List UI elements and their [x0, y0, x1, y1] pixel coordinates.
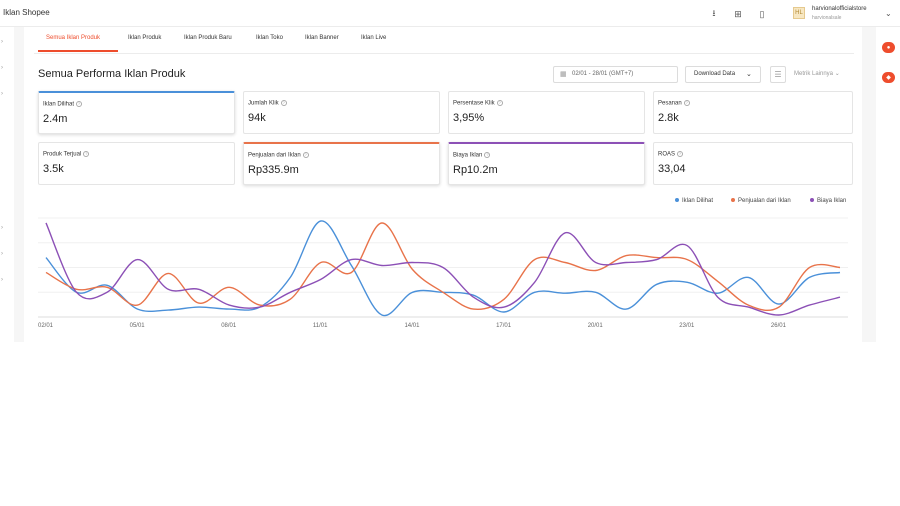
collapse-chevron-icon[interactable]: › — [1, 251, 3, 257]
metric-card-produk-terjual[interactable]: Produk Terjual? 3.5k — [38, 142, 235, 185]
shop-username: harvionalsale — [812, 15, 842, 21]
metric-value: Rp10.2m — [453, 164, 498, 176]
top-bar: Iklan Shopee ⭳ ⊞ ▯ HL harvionalofficials… — [0, 0, 900, 27]
metric-card-persentase-klik[interactable]: Persentase Klik? 3,95% — [448, 91, 645, 134]
tab-bar: Semua Iklan Produk Iklan Produk Iklan Pr… — [34, 27, 854, 54]
app-title: Iklan Shopee — [3, 8, 50, 17]
metric-card-iklan-dilihat[interactable]: Iklan Dilihat? 2.4m — [38, 91, 235, 134]
right-rail: ● ◆ — [876, 27, 900, 342]
chevron-down-icon: ⌄ — [746, 71, 752, 78]
x-tick-label: 11/01 — [313, 323, 328, 329]
collapse-chevron-icon[interactable]: › — [1, 39, 3, 45]
metric-label: ROAS? — [658, 151, 684, 158]
x-tick-label: 02/01 — [38, 323, 54, 329]
message-icon[interactable]: ◆ — [882, 72, 895, 83]
x-tick-label: 08/01 — [221, 323, 237, 329]
metric-value: 2.8k — [658, 112, 679, 124]
calendar-icon: ▦ — [560, 71, 567, 78]
x-tick-label: 17/01 — [496, 323, 512, 329]
metric-label: Iklan Dilihat? — [43, 101, 83, 108]
legend-item-penjualan-dari-iklan[interactable]: Penjualan dari Iklan — [731, 198, 791, 204]
metric-value: 3.5k — [43, 163, 64, 175]
legend-item-iklan-dilihat[interactable]: Iklan Dilihat — [675, 198, 713, 204]
legend-dot — [731, 198, 735, 203]
help-icon: ? — [677, 151, 684, 157]
metric-label: Produk Terjual? — [43, 151, 90, 158]
x-tick-label: 05/01 — [130, 323, 146, 329]
collapse-chevron-icon[interactable]: › — [1, 65, 3, 71]
tab-iklan-live[interactable]: Iklan Live — [361, 35, 387, 41]
download-data-button[interactable]: Download Data ⌄ — [685, 66, 761, 83]
tab-iklan-toko[interactable]: Iklan Toko — [256, 35, 283, 41]
metric-label: Penjualan dari Iklan? — [248, 152, 309, 159]
metric-card-jumlah-klik[interactable]: Jumlah Klik? 94k — [243, 91, 440, 134]
tab-iklan-produk[interactable]: Iklan Produk — [128, 35, 162, 41]
active-tab-indicator — [38, 50, 118, 52]
x-tick-label: 20/01 — [588, 323, 604, 329]
help-icon: ? — [280, 100, 287, 106]
tab-iklan-produk-baru[interactable]: Iklan Produk Baru — [184, 35, 232, 41]
collapse-chevron-icon[interactable]: › — [1, 277, 3, 283]
more-metrics-dropdown[interactable]: Metrik Lainnya ⌄ — [794, 71, 840, 77]
metric-card-penjualan-dari-iklan[interactable]: Penjualan dari Iklan? Rp335.9m — [243, 142, 440, 185]
collapse-chevron-icon[interactable]: › — [1, 91, 3, 97]
date-range-text: 02/01 - 28/01 (GMT+7) — [572, 71, 634, 77]
shop-logo[interactable]: HL — [793, 7, 805, 19]
chat-icon[interactable]: ● — [882, 42, 895, 53]
metric-value: Rp335.9m — [248, 164, 299, 176]
x-tick-label: 14/01 — [404, 323, 420, 329]
legend-dot — [810, 198, 814, 203]
tab-semua-iklan-produk[interactable]: Semua Iklan Produk — [46, 35, 101, 41]
chevron-down-icon[interactable]: ⌄ — [885, 9, 892, 18]
metric-label: Persentase Klik? — [453, 100, 503, 107]
legend-item-biaya-iklan[interactable]: Biaya Iklan — [810, 198, 846, 204]
help-icon: ? — [496, 100, 503, 106]
date-range-picker[interactable]: ▦ 02/01 - 28/01 (GMT+7) — [553, 66, 678, 83]
help-icon: ? — [484, 152, 491, 158]
x-tick-label: 23/01 — [679, 323, 695, 329]
collapse-chevron-icon[interactable]: › — [1, 225, 3, 231]
metric-label: Pesanan? — [658, 100, 690, 107]
metric-card-biaya-iklan[interactable]: Biaya Iklan? Rp10.2m — [448, 142, 645, 185]
series-line-biaya-iklan — [45, 222, 841, 316]
download-data-label: Download Data — [694, 71, 736, 77]
x-tick-label: 26/01 — [771, 323, 787, 329]
tab-iklan-banner[interactable]: Iklan Banner — [305, 35, 339, 41]
left-rail: › › › › › › — [0, 27, 14, 342]
grid-icon[interactable]: ⊞ — [734, 8, 742, 19]
book-icon[interactable]: ▯ — [759, 8, 765, 19]
metric-label: Jumlah Klik? — [248, 100, 287, 107]
legend-dot — [675, 198, 679, 203]
metric-value: 2.4m — [43, 113, 68, 125]
more-metrics-label: Metrik Lainnya — [794, 71, 834, 77]
page-title: Semua Performa Iklan Produk — [38, 68, 186, 80]
metric-value: 94k — [248, 112, 266, 124]
help-icon: ? — [76, 101, 83, 107]
metric-value: 3,95% — [453, 112, 485, 124]
help-icon: ? — [683, 100, 690, 106]
help-icon: ? — [83, 151, 90, 157]
metric-label: Biaya Iklan? — [453, 152, 491, 159]
metric-value: 33,04 — [658, 163, 686, 175]
menu-icon[interactable]: ☰ — [770, 66, 786, 83]
download-icon[interactable]: ⭳ — [712, 8, 716, 18]
series-line-penjualan-dari-iklan — [45, 222, 841, 312]
help-icon: ? — [302, 152, 309, 158]
metric-card-pesanan[interactable]: Pesanan? 2.8k — [653, 91, 853, 134]
performance-line-chart: 02/01 05/01 08/01 11/01 14/01 17/01 20/01 23/01… — [38, 217, 848, 329]
shop-name[interactable]: harvionalofficialstore — [812, 6, 867, 12]
metric-card-roas[interactable]: ROAS? 33,04 — [653, 142, 853, 185]
